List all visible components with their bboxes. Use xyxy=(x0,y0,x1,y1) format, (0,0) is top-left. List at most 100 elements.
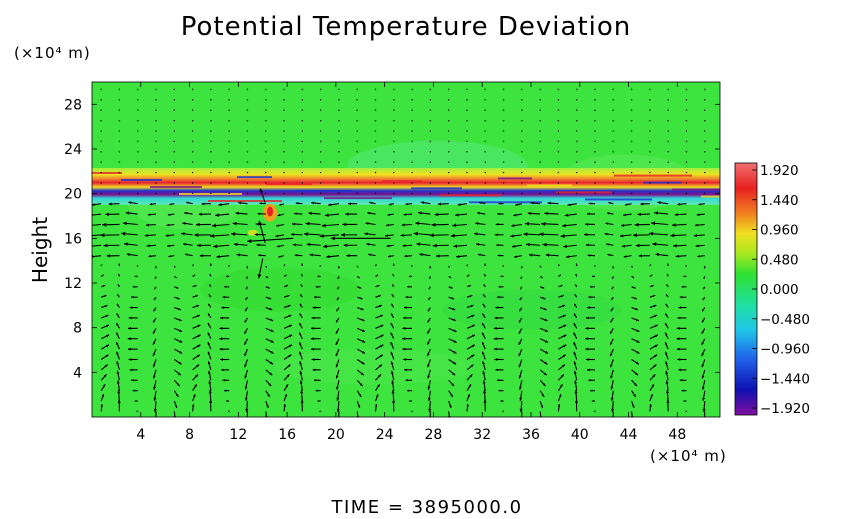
vector-head xyxy=(208,370,211,374)
vector-head xyxy=(496,379,500,382)
vector-dot xyxy=(649,99,651,101)
vector-dot xyxy=(191,109,194,111)
vector-head xyxy=(650,274,653,277)
vector-head xyxy=(287,364,291,368)
vector-head xyxy=(402,337,406,341)
vector-head xyxy=(519,386,522,390)
vector-head xyxy=(404,254,408,258)
vector-head xyxy=(153,297,156,301)
vector-head xyxy=(117,284,120,287)
vector-dot xyxy=(447,140,450,143)
vector-head xyxy=(294,253,298,257)
vector-head xyxy=(449,276,452,278)
vector-head xyxy=(654,314,658,318)
vector-head xyxy=(236,253,240,257)
vector-head xyxy=(573,370,577,374)
vector-head xyxy=(493,326,497,330)
vector-dot xyxy=(301,99,304,101)
colorbar-label: −0.480 xyxy=(760,312,810,328)
vector-dot xyxy=(228,151,230,153)
vector-dot xyxy=(210,88,212,91)
vector-head xyxy=(194,384,197,388)
vector-head xyxy=(518,353,522,357)
vector-head xyxy=(701,342,704,345)
vector-dot xyxy=(338,119,340,122)
vector-head xyxy=(392,273,395,276)
vector-dot xyxy=(521,130,523,132)
vector-head xyxy=(184,211,188,215)
vector-head xyxy=(651,285,654,287)
vector-dot xyxy=(484,182,486,184)
vector-dot xyxy=(466,182,468,184)
vector-head xyxy=(257,274,262,279)
vector-head xyxy=(657,201,661,205)
vector-dot xyxy=(228,130,230,132)
vector-head xyxy=(573,313,576,316)
vector-head xyxy=(335,331,339,334)
vector-head xyxy=(259,202,262,205)
vector-head xyxy=(208,303,211,307)
vector-head xyxy=(207,322,211,326)
vector-head xyxy=(321,223,326,228)
vector-dot xyxy=(466,130,468,132)
vector-dot xyxy=(667,119,669,122)
vector-head xyxy=(502,265,505,267)
vector-dot xyxy=(411,171,413,174)
vector-head xyxy=(520,276,523,279)
vector-dot xyxy=(374,151,377,153)
vector-dot xyxy=(319,109,322,111)
vector-head xyxy=(520,287,523,290)
vector-head xyxy=(452,361,457,365)
vector-dot xyxy=(594,119,596,122)
vector-dot xyxy=(557,161,560,163)
vector-head xyxy=(301,263,304,266)
vector-head xyxy=(610,375,613,379)
vector-head xyxy=(653,304,657,308)
vector-head xyxy=(295,202,299,205)
vector-dot xyxy=(411,140,413,143)
vector-dot xyxy=(265,182,267,184)
vector-head xyxy=(165,234,169,237)
vector-head xyxy=(134,400,137,402)
vector-head xyxy=(468,285,471,287)
vector-head xyxy=(177,372,181,376)
vector-head xyxy=(116,322,119,326)
band-streak xyxy=(440,194,502,197)
vector-head xyxy=(405,202,409,206)
vector-dot xyxy=(667,161,669,163)
vector-head xyxy=(362,340,366,343)
vector-head xyxy=(116,342,119,345)
vector-head xyxy=(665,313,668,316)
vector-dot xyxy=(118,192,121,195)
vector-dot xyxy=(685,171,688,174)
vector-dot xyxy=(685,88,688,91)
vector-dot xyxy=(466,99,468,101)
vector-dot xyxy=(630,151,633,153)
vector-head xyxy=(377,285,380,287)
vector-head xyxy=(392,284,394,287)
vector-head xyxy=(666,284,669,287)
vector-head xyxy=(328,203,332,207)
vector-head xyxy=(387,213,390,216)
vector-head xyxy=(471,354,475,358)
vector-head xyxy=(665,332,668,336)
vector-head xyxy=(495,368,499,372)
vector-dot xyxy=(210,171,212,174)
vector-head xyxy=(149,203,153,206)
vector-head xyxy=(540,276,543,278)
vector-head xyxy=(634,222,639,227)
vector-head xyxy=(145,223,149,227)
vector-dot xyxy=(319,161,322,163)
vector-head xyxy=(356,416,360,417)
vector-head xyxy=(310,326,314,330)
vector-head xyxy=(335,342,339,345)
vector-dot xyxy=(319,151,322,153)
vector-head xyxy=(378,295,381,298)
vector-dot xyxy=(191,88,194,91)
vector-head xyxy=(207,342,211,345)
vector-head xyxy=(288,344,292,348)
vector-dot xyxy=(191,130,194,132)
vector-dot xyxy=(411,192,413,195)
vector-dot xyxy=(173,88,176,91)
vector-head xyxy=(194,233,199,237)
